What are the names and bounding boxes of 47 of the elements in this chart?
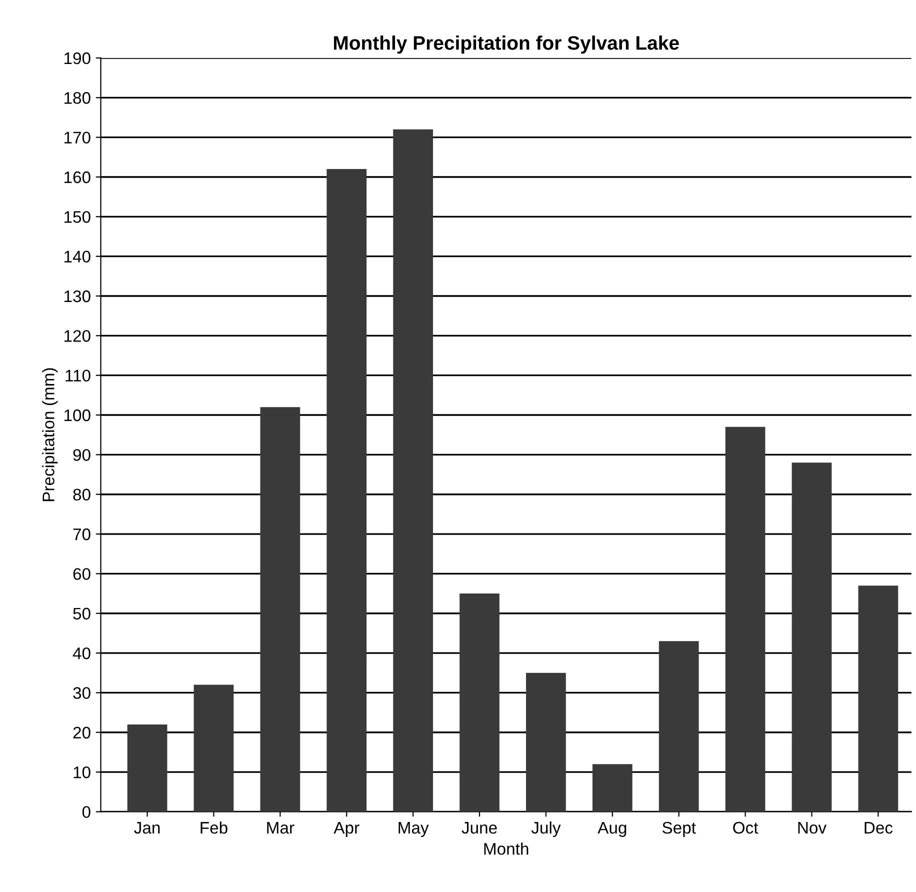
bar — [592, 764, 632, 812]
y-tick-label: 110 — [66, 370, 90, 382]
bar — [526, 672, 566, 812]
x-tick-label: Oct — [733, 822, 758, 834]
y-tick-label: 50 — [73, 608, 90, 620]
x-tick-label: May — [398, 822, 429, 837]
bar — [194, 684, 234, 812]
x-axis-title: Month — [484, 842, 528, 855]
x-tick-label: June — [462, 822, 497, 834]
x-tick-label: Dec — [864, 822, 893, 834]
bar — [260, 407, 300, 812]
y-tick-label: 150 — [64, 211, 90, 223]
y-tick-label: 140 — [64, 250, 90, 263]
x-tick-label: Aug — [598, 822, 626, 837]
x-tick-label: Feb — [200, 821, 228, 834]
bar — [460, 594, 500, 812]
y-tick-label: 100 — [64, 409, 90, 422]
x-tick-label: Mar — [267, 822, 294, 834]
bar — [326, 169, 367, 812]
y-tick-label: 170 — [64, 132, 90, 144]
x-tick-label: Apr — [334, 822, 360, 837]
y-tick-label: 130 — [64, 290, 90, 302]
y-tick-label: 80 — [73, 488, 90, 501]
bar — [393, 129, 433, 812]
y-tick-label: 120 — [64, 330, 90, 342]
x-tick-label: Jan — [134, 822, 160, 834]
x-tick-label: Nov — [798, 822, 827, 834]
y-tick-label: 0 — [82, 806, 90, 818]
y-tick-label: 20 — [73, 726, 90, 739]
y-tick-label: 180 — [64, 92, 90, 104]
y-tick-label: 70 — [73, 528, 90, 540]
bar — [127, 724, 168, 812]
x-tick-label: July — [531, 821, 561, 837]
y-tick-label: 190 — [64, 52, 90, 64]
bar — [792, 462, 832, 812]
y-tick-label: 90 — [73, 449, 90, 461]
y-tick-label: 60 — [73, 568, 90, 580]
y-tick-label: 10 — [74, 766, 90, 778]
bar — [658, 641, 699, 812]
x-tick-label: Sept — [662, 822, 696, 837]
bar — [725, 426, 766, 812]
chart-title: Monthly Precipitation for Sylvan Lake — [334, 36, 679, 54]
y-tick-label: 30 — [73, 687, 90, 699]
y-tick-label: 160 — [64, 171, 90, 184]
y-axis-title: Precipitation (mm) — [42, 368, 58, 502]
y-tick-label: 40 — [72, 647, 90, 660]
bar — [858, 586, 898, 812]
